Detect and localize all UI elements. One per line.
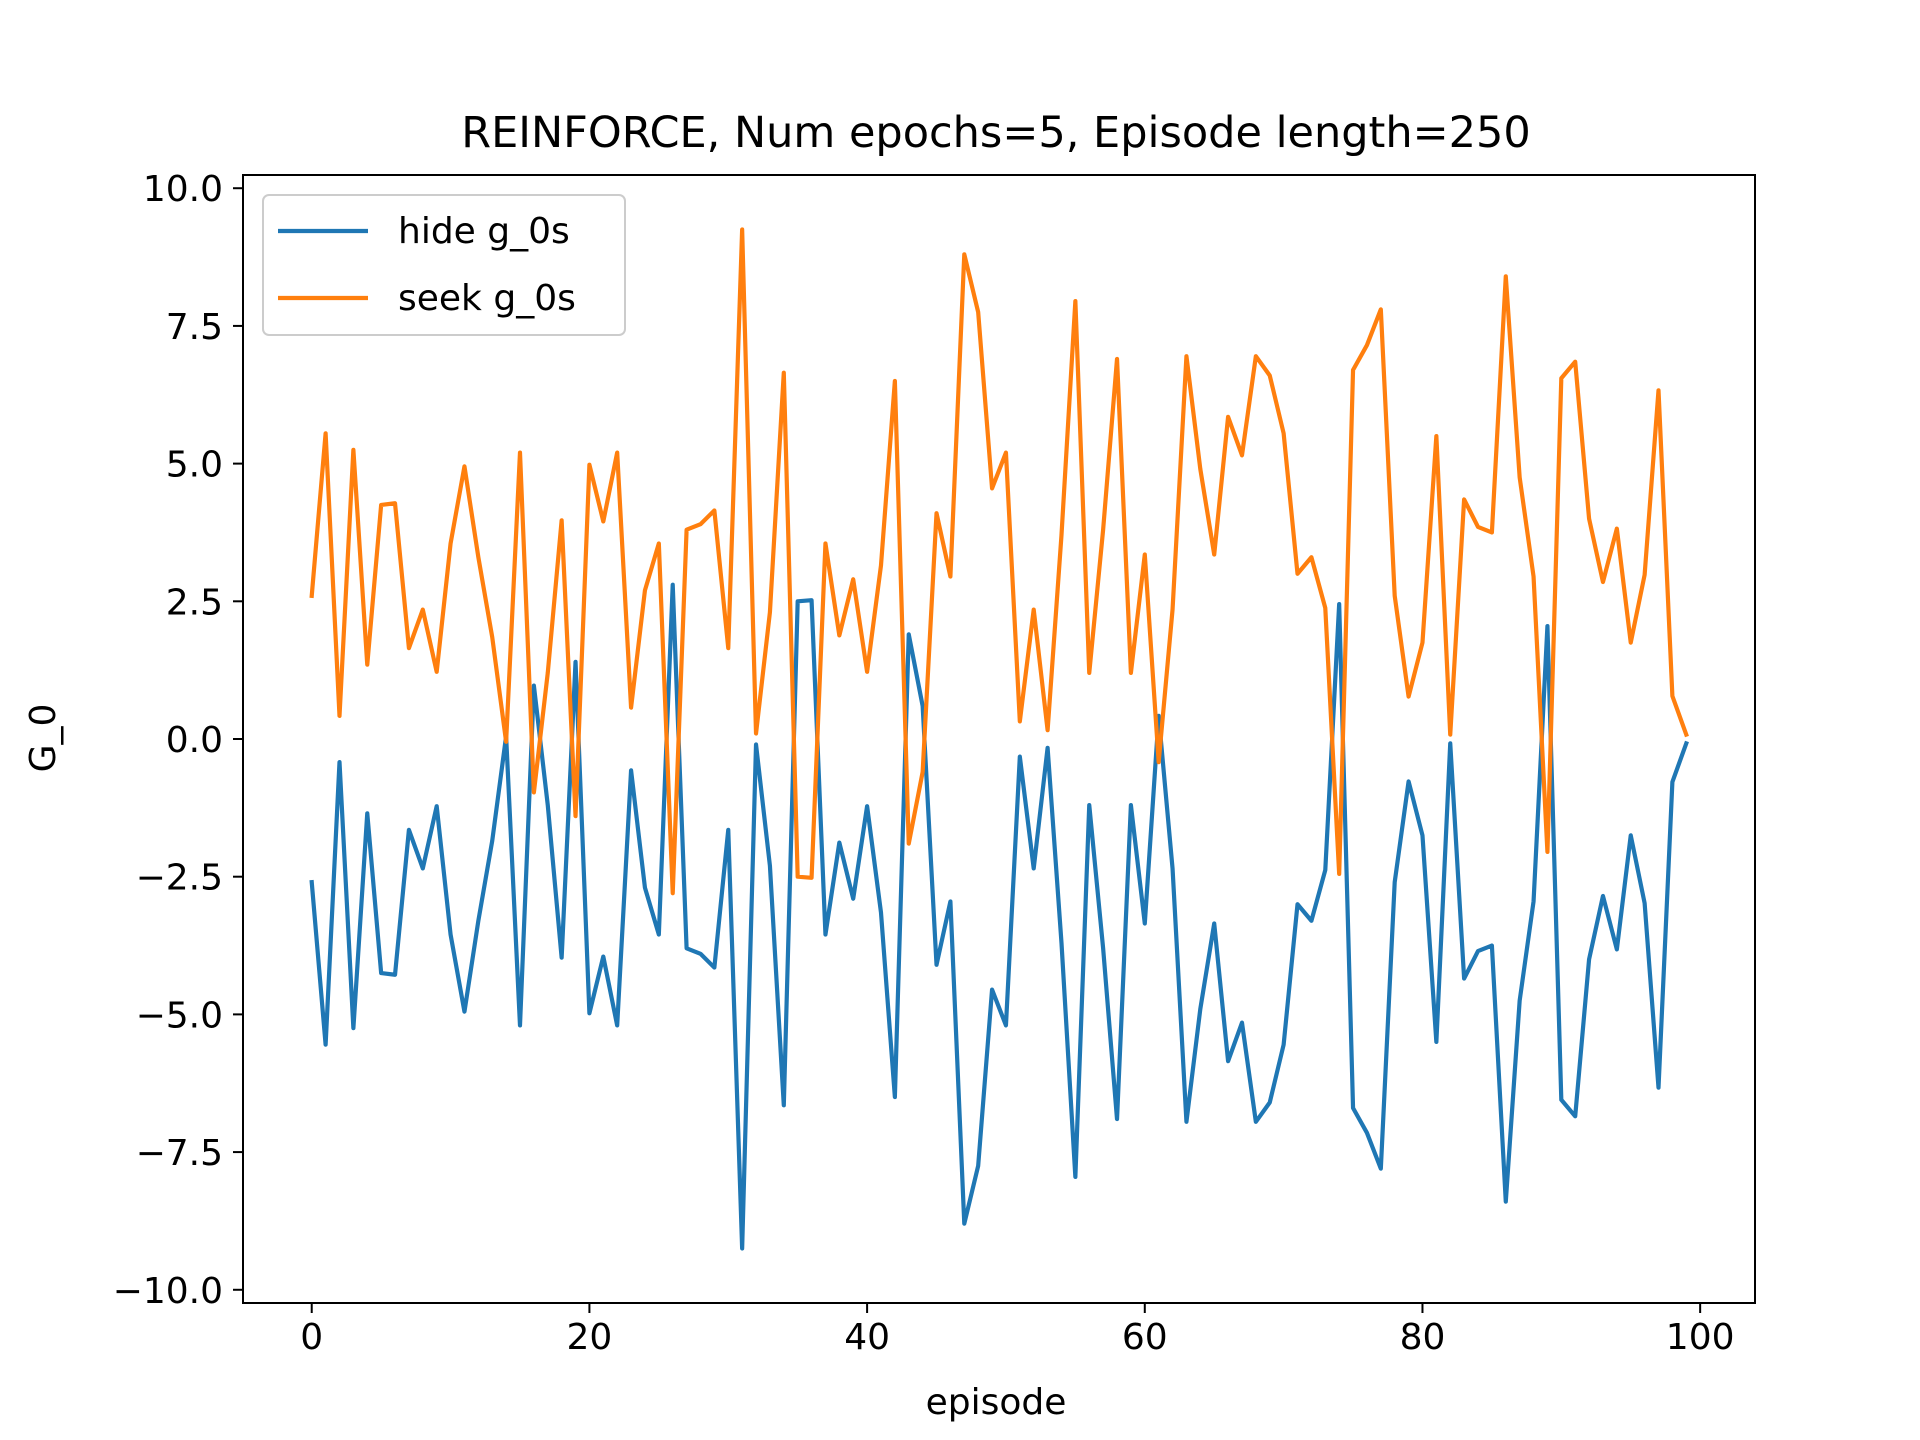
x-tick-label: 60 (1122, 1317, 1168, 1358)
chart-title: REINFORCE, Num epochs=5, Episode length=… (461, 108, 1531, 158)
legend-label-hide: hide g_0s (398, 211, 570, 252)
y-tick-label: 2.5 (166, 582, 223, 623)
y-tick-label: 0.0 (166, 720, 223, 761)
legend-label-seek: seek g_0s (398, 278, 576, 319)
y-tick-label: 5.0 (166, 445, 223, 486)
y-tick-label: −5.0 (136, 995, 223, 1036)
x-tick-label: 40 (844, 1317, 890, 1358)
y-tick-label: 7.5 (166, 307, 223, 348)
x-axis-label: episode (926, 1382, 1067, 1423)
y-tick-label: 10.0 (143, 169, 223, 210)
y-axis-label: G_0 (23, 704, 64, 773)
x-tick-label: 80 (1400, 1317, 1446, 1358)
y-tick-label: −2.5 (136, 858, 223, 899)
y-tick-label: −10.0 (113, 1271, 223, 1312)
series-line-seek (309, 227, 1689, 896)
y-tick-label: −7.5 (136, 1133, 223, 1174)
x-tick-label: 100 (1666, 1317, 1735, 1358)
plot-area: 0 20 40 60 80 100 10.0 7.5 5.0 2.5 0.0 −2.5 −5.0 −7.5… (113, 169, 1756, 1358)
x-tick-label: 20 (567, 1317, 613, 1358)
x-tick-label: 0 (300, 1317, 323, 1358)
